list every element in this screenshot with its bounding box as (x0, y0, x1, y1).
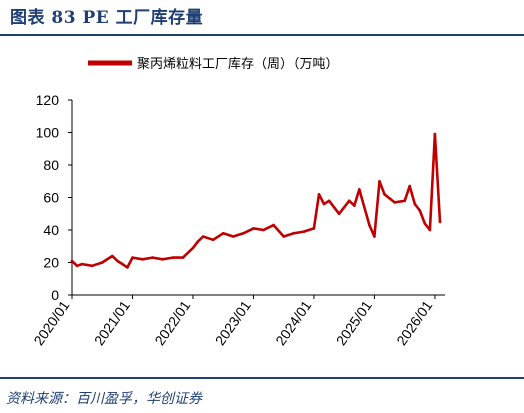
data-point (403, 199, 407, 203)
y-tick-label: 100 (36, 125, 60, 141)
x-tick-label: 2024/01 (272, 297, 314, 348)
x-tick-label: 2023/01 (212, 297, 254, 348)
data-point (413, 202, 417, 206)
x-tick-label: 2021/01 (91, 297, 133, 348)
y-tick-labels: 0 20 40 60 80 100 120 (36, 92, 60, 303)
data-point (358, 188, 361, 191)
data-point (393, 201, 396, 204)
data-point (312, 227, 316, 230)
y-tick-label: 0 (51, 287, 59, 303)
data-point (252, 227, 255, 230)
data-point (262, 228, 265, 232)
legend-label: 聚丙烯粒料工厂库存（周）（万吨） (137, 56, 339, 72)
title-rule (0, 34, 524, 36)
data-point (121, 262, 124, 266)
data-point (161, 258, 164, 261)
data-point (131, 256, 134, 259)
x-tick-label: 2025/01 (333, 297, 375, 348)
axes (68, 99, 445, 299)
data-point (337, 212, 341, 216)
data-point (433, 132, 437, 136)
data-point (272, 223, 275, 227)
data-point (373, 235, 376, 238)
data-point (418, 209, 422, 212)
data-point (327, 199, 331, 203)
y-tick-label: 80 (43, 157, 59, 173)
data-point (90, 264, 94, 268)
data-point (171, 256, 175, 259)
source-rule (0, 377, 524, 379)
data-point (282, 235, 286, 238)
data-point (75, 264, 79, 268)
data-point (378, 180, 381, 183)
data-point (70, 259, 74, 263)
data-point (196, 240, 200, 243)
data-point (322, 202, 326, 206)
data-point (438, 220, 442, 224)
data-point (232, 235, 235, 238)
data-point (141, 258, 144, 261)
data-point (151, 256, 154, 259)
y-tick-label: 20 (43, 255, 59, 271)
data-point (181, 256, 185, 259)
data-point (242, 232, 245, 235)
series-line (70, 132, 442, 269)
x-tick-label: 2026/01 (393, 297, 435, 348)
x-tick-label: 2020/01 (30, 297, 72, 348)
data-point (221, 232, 225, 235)
data-point (201, 235, 205, 238)
figure-title: 图表 83 PE 工厂库存量 (10, 8, 204, 28)
line-chart: 聚丙烯粒料工厂库存（周）（万吨） 0 20 40 60 80 100 120 2020/01… (30, 56, 445, 348)
data-point (353, 204, 356, 207)
x-tick-labels: 2020/01 2021/01 2022/01 2023/01 2024/01 2025/… (30, 297, 435, 348)
data-point (302, 230, 306, 233)
y-tick-label: 40 (43, 222, 59, 238)
plot-area (70, 132, 442, 269)
data-point (211, 238, 215, 242)
data-point (347, 199, 351, 203)
y-tick-label: 60 (43, 190, 59, 206)
data-point (317, 193, 321, 196)
y-tick-label: 120 (36, 92, 60, 108)
data-point (428, 228, 432, 232)
data-point (292, 232, 296, 235)
data-point (116, 259, 119, 263)
data-point (383, 193, 386, 196)
data-point (423, 222, 427, 225)
data-point (100, 261, 104, 264)
data-point (408, 184, 412, 188)
x-tick-label: 2022/01 (151, 297, 193, 348)
data-point (191, 246, 195, 250)
data-point (126, 266, 129, 269)
data-point (80, 262, 84, 266)
data-point (368, 223, 371, 227)
legend: 聚丙烯粒料工厂库存（周）（万吨） (88, 56, 339, 72)
source-note: 资料来源：百川盈孚，华创证券 (6, 391, 202, 407)
data-point (111, 254, 114, 258)
